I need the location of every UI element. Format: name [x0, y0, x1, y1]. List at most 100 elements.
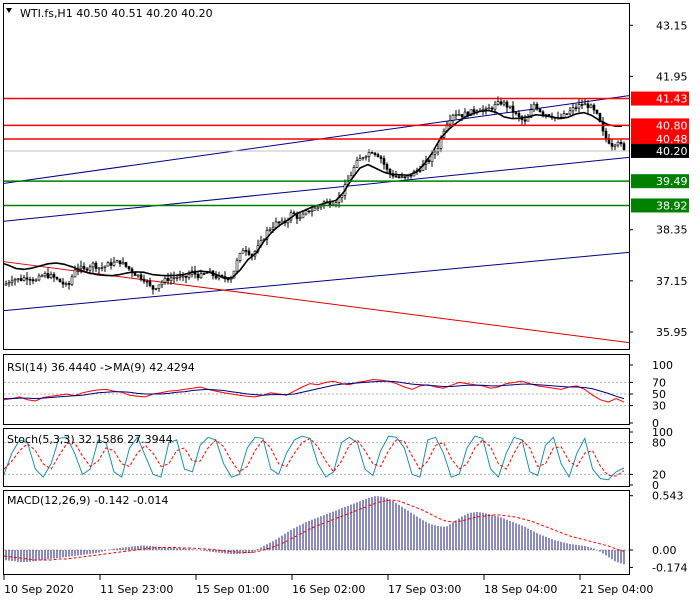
- candle-down: [595, 109, 599, 114]
- series-line-0: [3, 435, 625, 481]
- candle-down: [85, 268, 89, 271]
- candle-down: [574, 107, 578, 109]
- candle-up: [532, 103, 536, 111]
- candle-up: [451, 114, 455, 121]
- candle-up: [583, 103, 587, 106]
- candle-up: [34, 279, 38, 282]
- time-tick-label: 11 Sep 23:00: [100, 583, 173, 596]
- candle-up: [4, 283, 8, 286]
- candle-up: [265, 230, 269, 240]
- tick-label: 0.543: [652, 490, 684, 503]
- candle-up: [358, 158, 362, 161]
- candle-down: [19, 278, 23, 281]
- candle-down: [370, 152, 374, 154]
- price-tick-label: 41.95: [656, 70, 688, 83]
- candle-up: [568, 110, 572, 115]
- candle-up: [136, 274, 140, 277]
- stoch-panel-frame: [3, 428, 630, 487]
- candle-up: [37, 275, 41, 281]
- candle-up: [616, 141, 620, 146]
- candle-up: [310, 209, 314, 212]
- candle-up: [160, 281, 164, 286]
- candle-down: [61, 281, 65, 285]
- candle-down: [598, 113, 602, 123]
- candle-up: [355, 160, 359, 168]
- candle-down: [94, 262, 98, 269]
- candle-up: [181, 275, 185, 278]
- candle-down: [619, 141, 623, 144]
- price-panel-frame: [3, 3, 630, 350]
- candle-up: [7, 282, 11, 285]
- tick-label: 100: [652, 426, 673, 439]
- candle-down: [202, 273, 206, 275]
- candle-down: [118, 260, 122, 265]
- time-tick-label: 15 Sep 01:00: [196, 583, 269, 596]
- candle-down: [58, 278, 62, 283]
- candle-down: [505, 101, 509, 108]
- candle-up: [13, 279, 17, 282]
- candle-up: [157, 284, 161, 289]
- time-tick-label: 21 Sep 04:00: [580, 583, 653, 596]
- candle-up: [103, 265, 107, 268]
- candle-up: [298, 217, 302, 220]
- candle-down: [226, 278, 230, 281]
- candle-up: [187, 274, 191, 278]
- candle-down: [373, 152, 377, 155]
- candle-down: [142, 278, 146, 282]
- stoch-panel-title: Stoch(5,3,3) 32.1586 27.3944: [7, 433, 173, 446]
- macd-panel: MACD(12,26,9) -0.142 -0.014 0.543 0.00 -0.…: [3, 490, 687, 575]
- tick-label: 0.00: [652, 544, 677, 557]
- candle-up: [364, 156, 368, 158]
- channel-middle-line: [3, 156, 630, 222]
- tick-label: 0: [652, 479, 659, 492]
- candle-down: [490, 107, 494, 110]
- rsi-panel-frame: [3, 354, 630, 425]
- candle-up: [175, 276, 179, 279]
- candle-down: [565, 113, 569, 116]
- candle-down: [472, 109, 476, 113]
- dropdown-triangle-icon[interactable]: [6, 8, 12, 13]
- candle-down: [46, 273, 50, 278]
- tick-label: 0: [652, 417, 659, 430]
- candle-up: [199, 273, 203, 279]
- candle-up: [526, 117, 530, 122]
- candle-down: [145, 280, 149, 283]
- price-tick-label: 37.15: [656, 275, 688, 288]
- series-line-0: [3, 378, 625, 403]
- candle-up: [268, 228, 272, 231]
- candle-up: [589, 104, 593, 109]
- candle-up: [100, 267, 104, 269]
- candle-up: [340, 194, 344, 198]
- candle-up: [463, 111, 467, 117]
- level-label-bg: [631, 118, 689, 133]
- candle-down: [385, 164, 389, 170]
- candle-up: [91, 262, 95, 268]
- candle-up: [613, 144, 617, 147]
- candle-up: [271, 227, 275, 230]
- candle-down: [247, 250, 251, 255]
- time-tick-label: 18 Sep 04:00: [484, 583, 557, 596]
- candle-down: [379, 156, 383, 159]
- candle-down: [67, 283, 71, 285]
- candle-up: [73, 269, 77, 278]
- candle-up: [241, 250, 245, 254]
- candle-up: [70, 276, 74, 285]
- candle-down: [604, 130, 608, 139]
- price-tick-label: 35.95: [656, 326, 688, 339]
- candle-down: [517, 113, 521, 117]
- moving-average-line: [3, 109, 622, 279]
- candle-up: [43, 273, 47, 277]
- tick-label: 50: [652, 388, 666, 401]
- price-tick-label: 43.15: [656, 19, 688, 32]
- level-label-bg: [631, 132, 689, 147]
- candle-down: [535, 103, 539, 110]
- candle-down: [166, 277, 170, 281]
- candle-down: [55, 277, 59, 280]
- candle-down: [244, 250, 248, 252]
- candle-up: [178, 275, 182, 278]
- candle-down: [511, 105, 515, 113]
- level-label-bg: [631, 198, 689, 213]
- candle-up: [469, 109, 473, 116]
- candle-up: [493, 104, 497, 110]
